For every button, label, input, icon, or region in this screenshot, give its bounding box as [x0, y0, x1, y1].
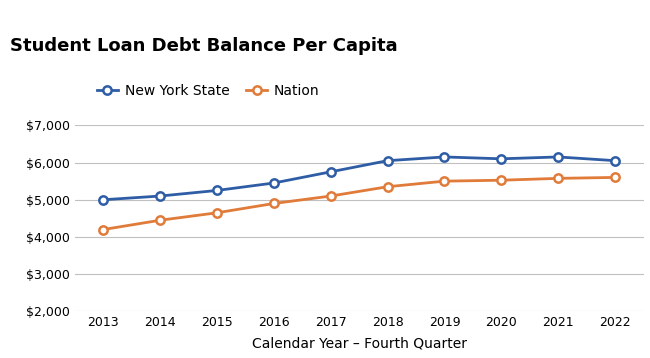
- X-axis label: Calendar Year – Fourth Quarter: Calendar Year – Fourth Quarter: [252, 336, 467, 350]
- Text: Student Loan Debt Balance Per Capita: Student Loan Debt Balance Per Capita: [10, 37, 397, 55]
- Legend: New York State, Nation: New York State, Nation: [92, 78, 325, 104]
